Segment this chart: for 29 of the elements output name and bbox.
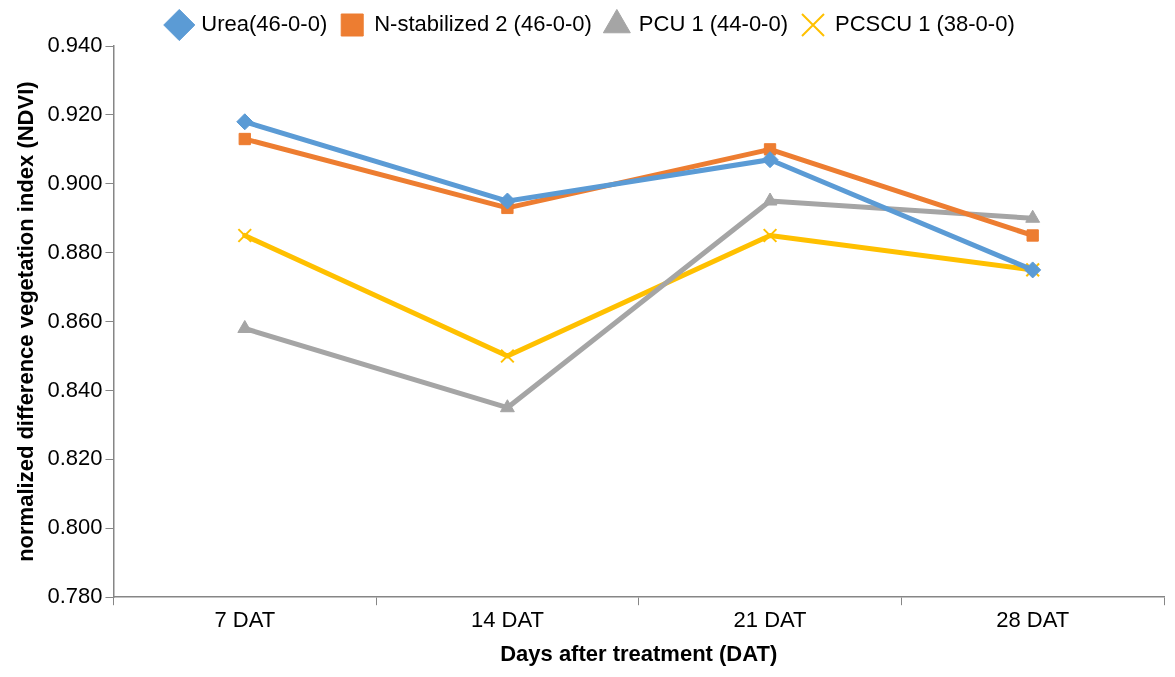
y-tick-label: 0.840 (47, 376, 103, 402)
point (762, 228, 778, 243)
point (500, 348, 515, 364)
x-tick-label: 7 DAT (214, 607, 276, 633)
y-tick-label: 0.820 (47, 445, 103, 471)
y-tick-label: 0.880 (47, 238, 103, 264)
x-tick-label: 21 DAT (733, 607, 807, 633)
point (237, 228, 253, 243)
point (498, 192, 516, 210)
point (238, 132, 251, 146)
x-tick-label: 28 DAT (996, 607, 1070, 633)
point (236, 113, 254, 131)
y-tick-label: 0.900 (47, 169, 103, 195)
y-tick-label: 0.800 (47, 514, 103, 540)
point (1026, 229, 1039, 242)
legend-label: PCU 1 (44-0-0) (638, 11, 788, 37)
x-axis-title: Days after treatment (DAT) (500, 640, 778, 666)
y-tick-label: 0.920 (47, 100, 103, 126)
point (499, 399, 515, 413)
y-tick-label: 0.780 (47, 583, 103, 609)
y-tick-label: 0.940 (47, 32, 103, 58)
legend-label: PCSCU 1 (38-0-0) (835, 11, 1015, 37)
point (237, 319, 253, 333)
legend-label: N-stabilized 2 (46-0-0) (374, 11, 592, 37)
legend-label: Urea(46-0-0) (201, 11, 328, 37)
y-tick-label: 0.860 (47, 307, 103, 333)
y-axis-title: normalized difference vegetation index (NDVI) (13, 81, 39, 562)
x-tick-label: 14 DAT (470, 607, 544, 633)
point (761, 151, 779, 169)
